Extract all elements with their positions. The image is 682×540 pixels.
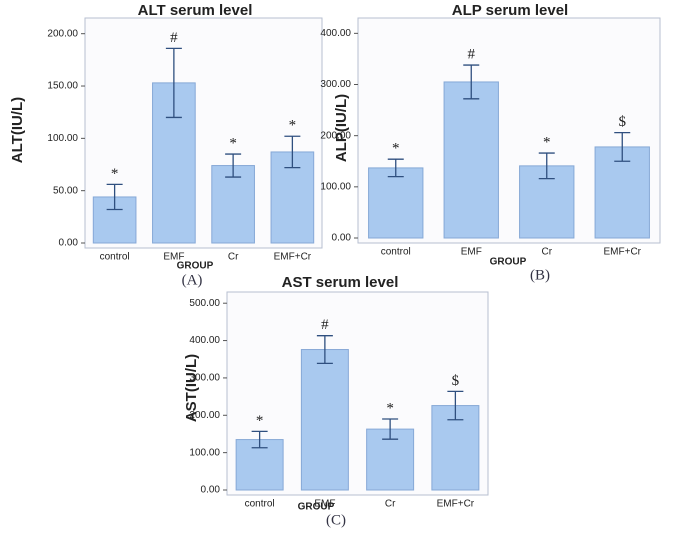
y-tick-label: 50.00 xyxy=(53,185,78,196)
y-tick-label: 200.00 xyxy=(189,410,220,421)
chart-title: ALT serum level xyxy=(138,2,253,19)
annotation: $ xyxy=(452,373,460,389)
x-tick-label: control xyxy=(245,499,275,510)
y-axis-label: ALT(IU/L) xyxy=(9,97,26,163)
y-tick-label: 200.00 xyxy=(47,28,78,39)
panel-label: (C) xyxy=(326,512,346,528)
x-tick-label: EMF xyxy=(314,499,335,510)
y-tick-label: 100.00 xyxy=(189,447,220,458)
x-tick-label: EMF xyxy=(461,247,482,258)
y-tick-label: 100.00 xyxy=(47,133,78,144)
annotation: * xyxy=(256,413,264,429)
y-axis-label: AST(IU/L) xyxy=(183,354,200,422)
x-tick-label: control xyxy=(381,247,411,258)
y-tick-label: 0.00 xyxy=(332,233,352,244)
chart-title: AST serum level xyxy=(282,274,399,291)
x-axis-label: GROUP xyxy=(177,261,214,272)
annotation: # xyxy=(468,47,476,63)
bar xyxy=(300,349,349,491)
x-tick-label: Cr xyxy=(385,499,396,510)
annotation: * xyxy=(392,141,400,157)
annotation: * xyxy=(229,135,237,151)
y-tick-label: 200.00 xyxy=(320,130,351,141)
y-tick-label: 500.00 xyxy=(189,298,220,309)
x-tick-label: Cr xyxy=(228,252,239,263)
x-tick-label: EMF+Cr xyxy=(604,247,642,258)
bar xyxy=(368,167,424,239)
x-tick-label: EMF+Cr xyxy=(437,499,475,510)
annotation: $ xyxy=(619,114,627,130)
annotation: * xyxy=(386,400,394,416)
x-tick-label: EMF+Cr xyxy=(274,252,312,263)
bar xyxy=(211,165,255,244)
annotation: # xyxy=(170,30,178,46)
x-tick-label: Cr xyxy=(541,247,552,258)
y-tick-label: 400.00 xyxy=(189,335,220,346)
x-axis-label: GROUP xyxy=(298,502,335,513)
annotation: # xyxy=(321,317,329,333)
panel-label: (A) xyxy=(182,272,203,288)
y-tick-label: 0.00 xyxy=(59,238,79,249)
annotation: * xyxy=(111,166,119,182)
y-tick-label: 300.00 xyxy=(320,79,351,90)
annotation: * xyxy=(543,135,551,151)
y-tick-label: 400.00 xyxy=(320,28,351,39)
bar xyxy=(594,146,650,239)
y-tick-label: 300.00 xyxy=(189,373,220,384)
bar xyxy=(443,81,499,239)
y-tick-label: 0.00 xyxy=(201,485,221,496)
y-tick-label: 100.00 xyxy=(320,181,351,192)
y-tick-label: 150.00 xyxy=(47,81,78,92)
chart-title: ALP serum level xyxy=(452,2,568,19)
x-tick-label: control xyxy=(100,252,130,263)
panel-label: (B) xyxy=(530,267,550,283)
y-axis-label: ALP(IU/L) xyxy=(333,94,350,162)
x-axis-label: GROUP xyxy=(490,257,527,268)
annotation: * xyxy=(289,118,297,134)
x-tick-label: EMF xyxy=(163,252,184,263)
